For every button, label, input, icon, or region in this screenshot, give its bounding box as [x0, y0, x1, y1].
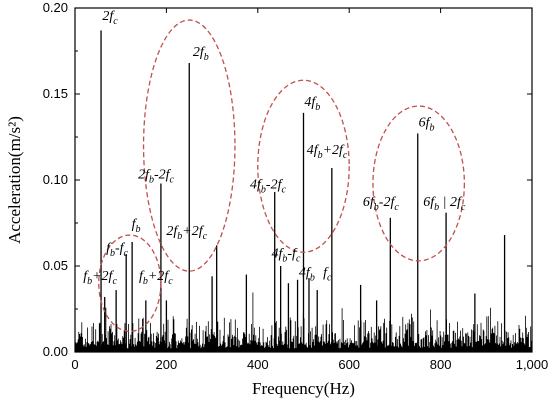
highlight-ellipses: [98, 19, 466, 333]
y-tick-label: 0.15: [43, 86, 68, 101]
peak-annotations: 2fc 2fb 4fb 6fb 4fb+2fc 2fb-2fc 4fb-2fc 6fb-2fc…: [83, 9, 466, 287]
annotation-3: 6fb: [419, 116, 435, 134]
ellipse-1: [142, 19, 236, 272]
tick-marks: 0 200 400 600 800 1,000 0.00 0.05 0.10 0.15 0.20: [43, 0, 549, 372]
annotation-6: 4fb-2fc: [250, 178, 286, 196]
annotation-9: fb: [132, 217, 141, 235]
x-tick-label: 200: [156, 357, 178, 372]
ellipse-2: [257, 79, 350, 253]
y-tick-label: 0.20: [43, 0, 68, 15]
y-axis-title: Acceleration(m/s²): [5, 116, 24, 244]
annotation-1: 2fb: [193, 45, 209, 63]
x-tick-label: 800: [430, 357, 452, 372]
spectral-peaks: [100, 30, 506, 352]
annotation-5: 2fb-2fc: [138, 167, 174, 185]
x-tick-label: 600: [338, 357, 360, 372]
annotation-4: 4fb+2fc: [307, 143, 348, 161]
ellipse-0: [98, 234, 162, 333]
x-tick-label: 1,000: [516, 357, 549, 372]
annotation-14: fc: [323, 265, 332, 283]
annotation-12: 4fb-fc: [272, 246, 301, 264]
annotation-13: 4fb: [299, 265, 315, 283]
ellipse-3: [372, 105, 466, 262]
annotation-2: 4fb: [304, 95, 320, 113]
annotation-16: fb+2fc: [139, 269, 173, 287]
annotation-11: fb-fc: [106, 241, 128, 259]
x-axis-title: Frequency(Hz): [252, 379, 355, 398]
annotation-15: fb+2fc: [83, 269, 117, 287]
y-tick-label: 0.05: [43, 258, 68, 273]
annotation-8: 6fb | 2fc: [423, 195, 466, 213]
y-tick-label: 0.00: [43, 344, 68, 359]
x-tick-label: 400: [247, 357, 269, 372]
annotation-10: 2fb+2fc: [166, 224, 207, 242]
y-tick-label: 0.10: [43, 172, 68, 187]
annotation-0: 2fc: [102, 9, 118, 27]
annotation-7: 6fb-2fc: [363, 195, 399, 213]
x-tick-label: 0: [71, 357, 78, 372]
